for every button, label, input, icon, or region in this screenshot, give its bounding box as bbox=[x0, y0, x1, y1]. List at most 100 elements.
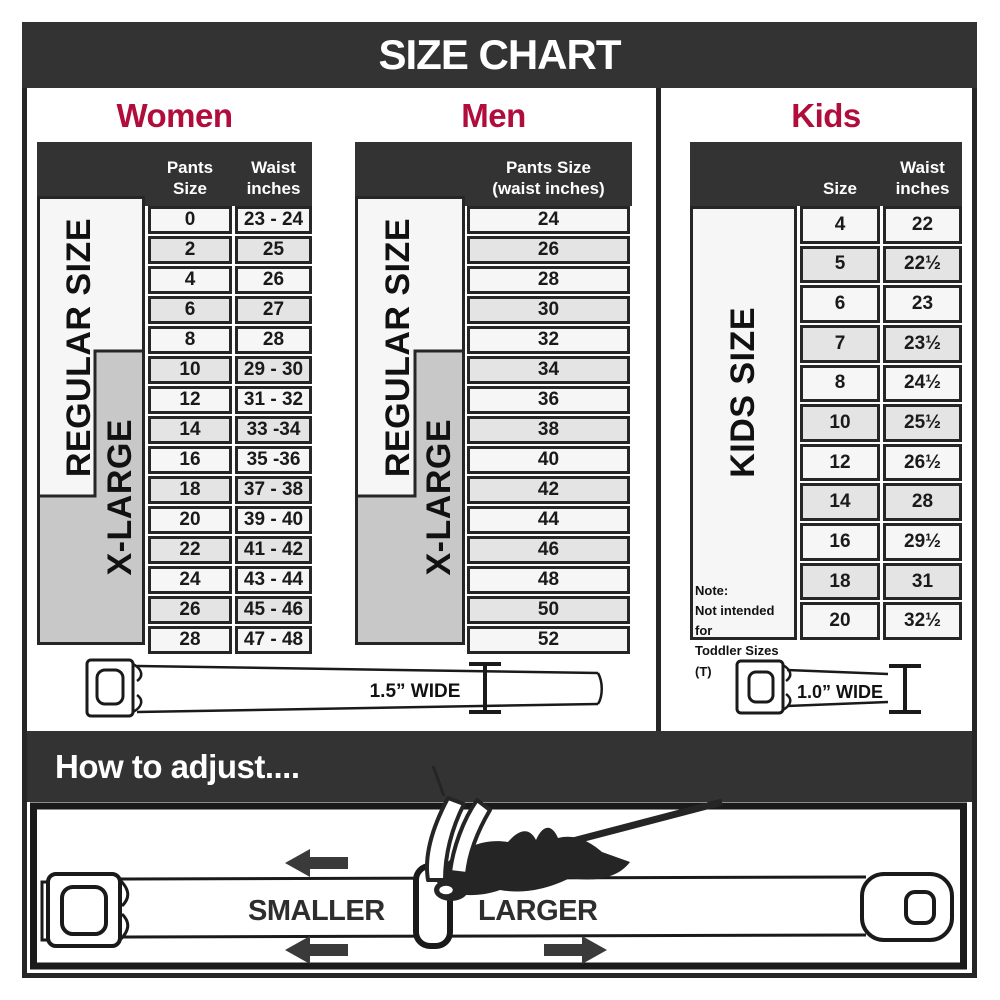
section-divider bbox=[656, 88, 661, 731]
arrow-left-icon bbox=[285, 849, 348, 964]
kids-size-label: KIDS SIZE bbox=[724, 306, 762, 478]
women-size-table: 0 23 - 24 2 25 4 26 6 27 8 28 10 29 - 30… bbox=[148, 206, 312, 654]
adult-belt-width-label: 1.5” WIDE bbox=[369, 681, 461, 702]
pants-size-cell: 16 bbox=[148, 446, 232, 474]
men-xlarge-label: X-LARGE bbox=[419, 418, 458, 576]
pants-size-cell: 48 bbox=[467, 566, 630, 594]
pants-size-cell: 4 bbox=[148, 266, 232, 294]
waist-cell: 25 bbox=[235, 236, 312, 264]
men-pants-size-header: Pants Size (waist inches) bbox=[492, 157, 605, 198]
pants-size-cell: 12 bbox=[148, 386, 232, 414]
waist-cell: 45 - 46 bbox=[235, 596, 312, 624]
waist-cell: 29½ bbox=[883, 523, 962, 561]
pants-size-cell: 52 bbox=[467, 626, 630, 654]
waist-cell: 32½ bbox=[883, 602, 962, 640]
waist-cell: 39 - 40 bbox=[235, 506, 312, 534]
kid-size-cell: 12 bbox=[800, 443, 880, 482]
waist-cell: 29 - 30 bbox=[235, 356, 312, 384]
kid-size-cell: 16 bbox=[800, 523, 880, 561]
waist-cell: 33 -34 bbox=[235, 416, 312, 444]
waist-cell: 35 -36 bbox=[235, 446, 312, 474]
pants-size-cell: 36 bbox=[467, 386, 630, 414]
how-to-adjust-illustration bbox=[30, 765, 967, 970]
waist-cell: 23 - 24 bbox=[235, 206, 312, 234]
hand-adjust-icon bbox=[425, 765, 723, 901]
seatbelt-buckle-icon bbox=[85, 658, 143, 718]
kid-size-cell: 7 bbox=[800, 324, 880, 363]
kid-size-cell: 18 bbox=[800, 562, 880, 601]
kids-note: Note: Not intended for Toddler Sizes (T) bbox=[695, 583, 779, 679]
width-measure-icon bbox=[469, 662, 501, 714]
pants-size-cell: 6 bbox=[148, 296, 232, 324]
waist-cell: 24½ bbox=[883, 364, 962, 403]
pants-size-cell: 46 bbox=[467, 536, 630, 564]
waist-cell: 37 - 38 bbox=[235, 476, 312, 504]
pants-size-cell: 20 bbox=[148, 506, 232, 534]
pants-size-cell: 22 bbox=[148, 536, 232, 564]
adult-belt-illustration bbox=[85, 658, 603, 718]
kid-size-cell: 20 bbox=[800, 602, 880, 640]
pants-size-cell: 28 bbox=[148, 626, 232, 654]
belt-strap-icon bbox=[786, 668, 889, 708]
kids-size-header: Size bbox=[822, 178, 858, 198]
men-size-table: 24 26 28 30 32 34 36 38 40 42 44 46 48 5… bbox=[467, 206, 630, 654]
width-measure-icon bbox=[889, 664, 921, 714]
kid-size-cell: 5 bbox=[800, 245, 880, 284]
pants-size-cell: 24 bbox=[148, 566, 232, 594]
women-xlarge-label: X-LARGE bbox=[100, 418, 139, 576]
pants-size-cell: 34 bbox=[467, 356, 630, 384]
pants-size-cell: 26 bbox=[148, 596, 232, 624]
waist-cell: 47 - 48 bbox=[235, 626, 312, 654]
belt-strap-icon bbox=[136, 664, 603, 714]
waist-cell: 23 bbox=[883, 285, 962, 323]
women-table-header bbox=[37, 142, 312, 206]
pants-size-cell: 42 bbox=[467, 476, 630, 504]
pants-size-cell: 8 bbox=[148, 326, 232, 354]
waist-cell: 22 bbox=[883, 206, 962, 244]
waist-cell: 22½ bbox=[883, 245, 962, 284]
seatbelt-buckle-icon bbox=[40, 872, 130, 948]
waist-cell: 31 - 32 bbox=[235, 386, 312, 414]
waist-cell: 28 bbox=[235, 326, 312, 354]
waist-cell: 43 - 44 bbox=[235, 566, 312, 594]
kids-heading: Kids bbox=[791, 97, 861, 134]
waist-cell: 41 - 42 bbox=[235, 536, 312, 564]
women-heading: Women bbox=[116, 97, 233, 134]
waist-cell: 25½ bbox=[883, 404, 962, 442]
pants-size-cell: 44 bbox=[467, 506, 630, 534]
pants-size-cell: 2 bbox=[148, 236, 232, 264]
pants-size-cell: 50 bbox=[467, 596, 630, 624]
women-pants-size-header: Pants Size bbox=[166, 157, 214, 198]
pants-size-cell: 32 bbox=[467, 326, 630, 354]
pants-size-cell: 26 bbox=[467, 236, 630, 264]
kids-table-header bbox=[690, 142, 962, 206]
waist-cell: 28 bbox=[883, 483, 962, 522]
men-heading: Men bbox=[461, 97, 526, 134]
kids-size-table: 4 22 5 22½ 6 23 7 23½ 8 24½ 10 25½ 12 26… bbox=[800, 206, 962, 640]
kid-size-cell: 6 bbox=[800, 285, 880, 323]
kids-size-group-box bbox=[690, 206, 797, 640]
larger-label: LARGER bbox=[478, 895, 598, 927]
pants-size-cell: 24 bbox=[467, 206, 630, 234]
waist-cell: 26 bbox=[235, 266, 312, 294]
kid-size-cell: 4 bbox=[800, 206, 880, 244]
kid-size-cell: 14 bbox=[800, 483, 880, 522]
kid-size-cell: 8 bbox=[800, 364, 880, 403]
women-waist-header: Waist inches bbox=[246, 157, 301, 198]
men-size-group-shapes bbox=[355, 196, 465, 645]
kid-size-cell: 10 bbox=[800, 404, 880, 442]
waist-cell: 31 bbox=[883, 562, 962, 601]
waist-cell: 26½ bbox=[883, 443, 962, 482]
belt-tip-icon bbox=[860, 872, 954, 942]
kids-belt-illustration bbox=[735, 659, 921, 715]
smaller-label: SMALLER bbox=[248, 895, 385, 927]
waist-cell: 23½ bbox=[883, 324, 962, 363]
pants-size-cell: 14 bbox=[148, 416, 232, 444]
pants-size-cell: 40 bbox=[467, 446, 630, 474]
kids-belt-width-label: 1.0” WIDE bbox=[796, 682, 884, 702]
men-table-header bbox=[355, 142, 632, 206]
pants-size-cell: 0 bbox=[148, 206, 232, 234]
pants-size-cell: 18 bbox=[148, 476, 232, 504]
page-title: SIZE CHART bbox=[22, 22, 977, 88]
